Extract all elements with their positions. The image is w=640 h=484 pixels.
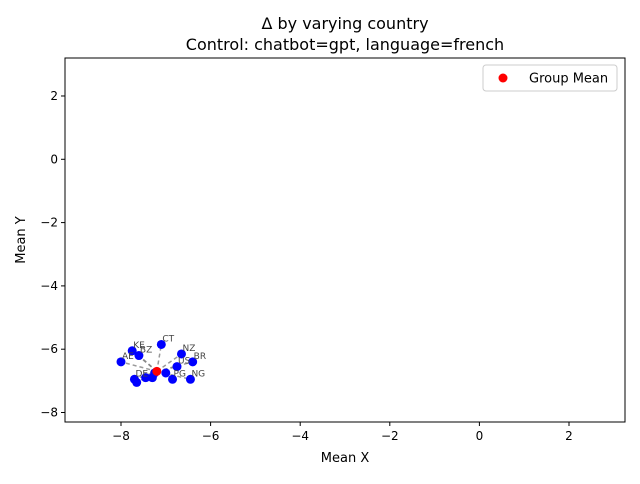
data-point xyxy=(185,374,195,384)
point-label: DE xyxy=(135,369,148,379)
point-label: KE xyxy=(133,341,145,351)
legend-box xyxy=(482,64,618,92)
data-point xyxy=(116,357,126,367)
point-label: NZ xyxy=(182,344,195,354)
y-tick-label: −4 xyxy=(40,279,58,293)
chart-title: Δ by varying country xyxy=(261,14,428,33)
point-label: BZ xyxy=(140,346,152,356)
chart-subtitle: Control: chatbot=gpt, language=french xyxy=(186,35,504,54)
y-tick-label: −2 xyxy=(40,216,58,230)
point-label: AE xyxy=(122,352,134,362)
data-point xyxy=(176,349,186,359)
connector-line xyxy=(120,361,158,373)
y-tick-label: −6 xyxy=(40,342,58,356)
x-tick-label: −2 xyxy=(381,429,399,443)
y-tick-label: 2 xyxy=(50,89,58,103)
group-mean-point xyxy=(152,366,162,376)
x-tick-label: −4 xyxy=(291,429,309,443)
y-tick-label: −8 xyxy=(40,406,58,420)
data-point xyxy=(141,373,151,383)
x-tick-label: 0 xyxy=(476,429,484,443)
data-point xyxy=(172,362,182,372)
data-point xyxy=(156,339,166,349)
x-tick-label: 2 xyxy=(565,429,573,443)
data-point xyxy=(132,377,142,387)
axes-frame xyxy=(64,57,626,423)
point-label: NG xyxy=(191,369,205,379)
data-point xyxy=(188,357,198,367)
point-label: PG xyxy=(174,369,186,379)
point-label: BR xyxy=(194,352,206,362)
connector-line xyxy=(156,344,163,372)
data-point xyxy=(134,351,144,361)
data-point xyxy=(127,346,137,356)
x-tick-label: −6 xyxy=(202,429,220,443)
y-axis-label: Mean Y xyxy=(14,216,29,264)
data-point xyxy=(168,374,178,384)
legend: Group Mean xyxy=(482,64,618,92)
point-label: US xyxy=(178,357,191,367)
x-tick-label: −8 xyxy=(112,429,130,443)
data-point xyxy=(161,368,171,378)
legend-label-group-mean: Group Mean xyxy=(529,72,608,87)
ticks: −8 −6 −4 −2 0 2 −8 −6 −4 −2 0 2 xyxy=(40,89,573,443)
legend-marker-group-mean xyxy=(498,73,508,83)
connector-line xyxy=(156,353,182,372)
x-axis-label: Mean X xyxy=(321,451,370,466)
point-label: CT xyxy=(162,334,174,344)
connector-line xyxy=(156,361,193,373)
y-tick-label: 0 xyxy=(50,152,58,166)
